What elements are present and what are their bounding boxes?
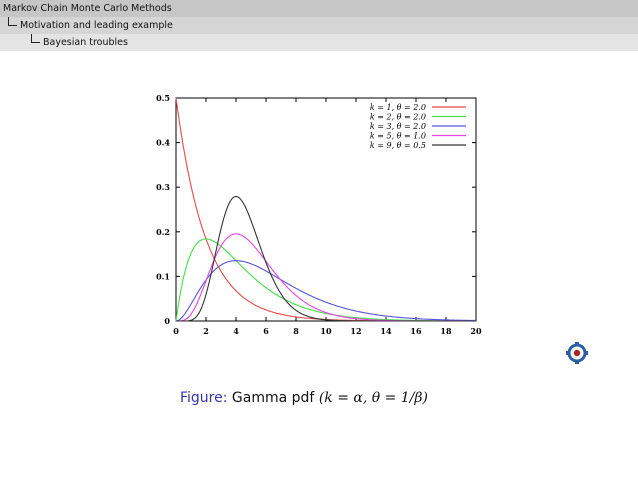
breadcrumb-subsection[interactable]: Motivation and leading example bbox=[0, 17, 638, 34]
x-tick-label: 0 bbox=[173, 326, 179, 336]
emblem-icon[interactable] bbox=[566, 342, 588, 364]
breadcrumb-header: Markov Chain Monte Carlo Methods Motivat… bbox=[0, 0, 638, 51]
y-tick-label: 0 bbox=[164, 316, 170, 326]
x-tick-label: 18 bbox=[440, 326, 452, 336]
legend-entry-label: k = 1, θ = 2.0 bbox=[370, 103, 426, 112]
y-tick-label: 0.3 bbox=[156, 182, 170, 192]
tree-connector-icon bbox=[31, 34, 40, 43]
subsubsection-title: Bayesian troubles bbox=[43, 37, 128, 48]
legend-entry-label: k = 2, θ = 2.0 bbox=[370, 113, 426, 122]
breadcrumb-section[interactable]: Markov Chain Monte Carlo Methods bbox=[0, 0, 638, 17]
legend-entry-label: k = 9, θ = 0.5 bbox=[370, 141, 426, 150]
legend-entry-label: k = 3, θ = 2.0 bbox=[370, 122, 426, 131]
gamma-pdf-chart: 0 2 4 6 8 10 12 14 16 18 20 0 0.1 0.2 0.3 0.4 0.5 k = 1, … bbox=[156, 93, 482, 336]
y-tick-label: 0.1 bbox=[156, 271, 170, 281]
x-tick-label: 6 bbox=[263, 326, 269, 336]
series-line-1 bbox=[175, 97, 476, 322]
series-line-4 bbox=[176, 233, 476, 322]
subsection-title: Motivation and leading example bbox=[20, 20, 173, 31]
x-tick-label: 20 bbox=[470, 326, 482, 336]
caption-text: Gamma pdf bbox=[231, 390, 315, 406]
x-tick-label: 12 bbox=[350, 326, 361, 336]
x-tick-label: 4 bbox=[233, 326, 239, 336]
x-tick-label: 14 bbox=[380, 326, 392, 336]
caption-formula: (k = α, θ = 1/β) bbox=[318, 390, 428, 406]
legend-entry-label: k = 5, θ = 1.0 bbox=[370, 132, 426, 141]
plot-frame bbox=[175, 97, 477, 322]
x-tick-label: 8 bbox=[293, 326, 299, 336]
x-tick-label: 16 bbox=[410, 326, 422, 336]
y-tick-label: 0.5 bbox=[156, 93, 170, 103]
y-tick-label: 0.4 bbox=[156, 138, 170, 148]
x-tick-label: 10 bbox=[320, 326, 332, 336]
x-tick-label: 2 bbox=[203, 326, 209, 336]
series-line-2 bbox=[175, 238, 476, 322]
series-line-3 bbox=[175, 260, 477, 322]
section-title: Markov Chain Monte Carlo Methods bbox=[3, 3, 172, 14]
figure-label: Figure: bbox=[180, 390, 228, 406]
tree-connector-icon bbox=[8, 17, 17, 26]
breadcrumb-subsubsection[interactable]: Bayesian troubles bbox=[0, 34, 638, 51]
series-line-5 bbox=[176, 195, 476, 322]
y-tick-label: 0.2 bbox=[156, 227, 170, 237]
figure-caption: Figure: Gamma pdf (k = α, θ = 1/β) bbox=[180, 390, 500, 406]
